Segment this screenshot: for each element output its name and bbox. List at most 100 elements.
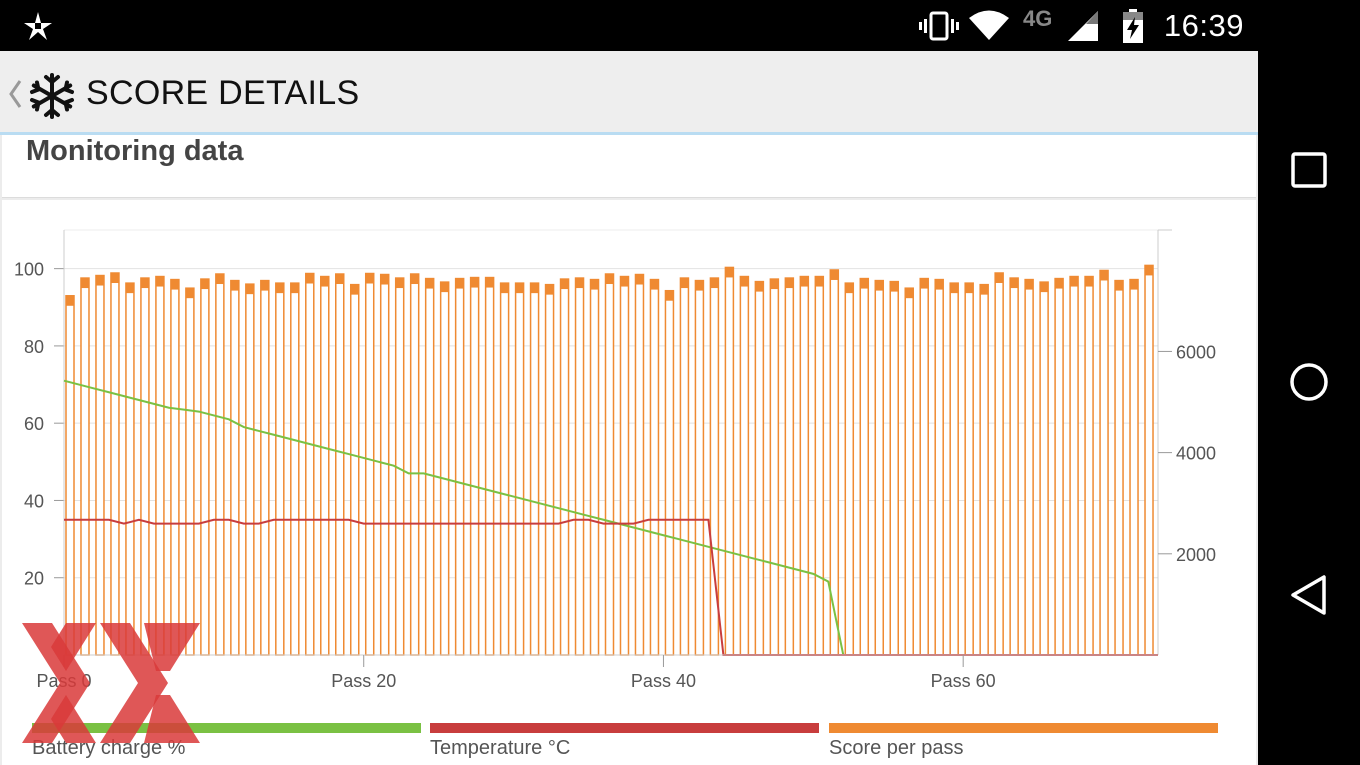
- score-bar-cap: [350, 284, 359, 295]
- score-bar: [320, 275, 330, 656]
- section-title: Monitoring data: [26, 135, 244, 167]
- score-bar: [230, 279, 240, 656]
- score-bar-cap: [965, 283, 974, 294]
- recents-square-icon: [1291, 152, 1327, 188]
- score-bar-cap: [635, 274, 644, 285]
- score-bar-cap: [440, 282, 449, 293]
- back-button[interactable]: [1258, 574, 1360, 616]
- battery-line: [63, 379, 1158, 656]
- score-bar-cap: [170, 279, 179, 290]
- score-bar-cap: [755, 281, 764, 292]
- score-bar: [724, 266, 735, 656]
- score-bar: [140, 277, 150, 656]
- score-bar: [349, 283, 360, 656]
- score-bar-cap: [410, 274, 419, 285]
- score-bar-cap: [485, 277, 494, 288]
- score-bar-cap: [1070, 276, 1079, 287]
- score-bar: [110, 272, 120, 656]
- score-bar-cap: [290, 283, 299, 294]
- score-bar: [574, 277, 585, 656]
- score-bar-cap: [545, 284, 554, 295]
- score-bar: [1009, 277, 1019, 656]
- score-bar: [784, 277, 795, 656]
- score-bar-cap: [470, 277, 479, 288]
- score-bar: [409, 273, 420, 656]
- score-bar: [814, 275, 825, 656]
- score-bar: [544, 283, 555, 656]
- score-bar-cap: [425, 278, 434, 289]
- cell-signal-icon: [1068, 11, 1098, 41]
- status-time: 16:39: [1163, 8, 1244, 43]
- score-bar-cap: [455, 278, 464, 289]
- score-bar-cap: [785, 278, 794, 289]
- score-bar-cap: [95, 275, 104, 286]
- score-bar-cap: [380, 274, 389, 285]
- score-bar-cap: [1010, 278, 1019, 289]
- score-bar: [979, 283, 989, 656]
- score-bar-cap: [365, 273, 374, 284]
- score-bar: [499, 282, 510, 656]
- score-bar-cap: [980, 284, 989, 295]
- score-bar-cap: [590, 279, 599, 290]
- score-bar-cap: [1100, 270, 1109, 281]
- right-axis-tick-label: 2000: [1176, 545, 1216, 565]
- score-bar-cap: [560, 279, 569, 290]
- score-bar-cap: [890, 281, 899, 292]
- score-bar-cap: [710, 278, 719, 289]
- score-bar-cap: [320, 276, 329, 287]
- home-button[interactable]: [1258, 362, 1360, 402]
- score-bar-cap: [770, 279, 779, 290]
- score-bar: [889, 280, 899, 656]
- score-bar-cap: [740, 276, 749, 287]
- score-bar: [994, 272, 1004, 656]
- x-axis-tick-label: Pass 60: [931, 671, 996, 691]
- score-bar: [155, 275, 165, 656]
- app-title: SCORE DETAILS: [86, 74, 360, 112]
- score-bar-cap: [830, 269, 839, 280]
- score-bar: [559, 278, 570, 656]
- score-bar: [769, 278, 780, 656]
- score-bar: [1054, 277, 1064, 656]
- score-bar-cap: [605, 274, 614, 285]
- score-bar-cap: [1130, 279, 1139, 290]
- score-bar: [454, 277, 465, 656]
- score-bar-cap: [110, 273, 119, 284]
- score-bar: [185, 287, 195, 656]
- score-bar: [664, 289, 675, 656]
- score-bar: [874, 279, 885, 656]
- score-bar-cap: [680, 278, 689, 289]
- score-bar-cap: [515, 283, 524, 294]
- score-bar: [739, 275, 750, 656]
- score-bar: [290, 282, 300, 656]
- score-bar-cap: [920, 278, 929, 289]
- wifi-icon: [969, 10, 1009, 40]
- snowflake-logo-icon: [30, 73, 74, 119]
- vibrate-icon: [919, 11, 959, 41]
- recents-button[interactable]: [1258, 152, 1360, 188]
- score-bar-cap: [395, 278, 404, 289]
- score-bar: [424, 277, 435, 656]
- status-bar: 4G 16:39: [0, 0, 1258, 51]
- score-bar-cap: [950, 283, 959, 294]
- score-bar: [859, 277, 870, 656]
- chevron-left-icon[interactable]: [7, 79, 23, 109]
- score-bar-cap: [665, 290, 674, 301]
- score-bar: [65, 295, 75, 656]
- score-bar: [484, 276, 495, 656]
- score-bar: [619, 275, 630, 656]
- score-bar: [260, 279, 270, 656]
- score-bar: [844, 282, 855, 656]
- score-bar-cap: [1085, 276, 1094, 287]
- score-bar: [1129, 278, 1139, 656]
- left-axis-tick-label: 100: [14, 260, 44, 280]
- left-axis-tick-label: 60: [24, 414, 44, 434]
- score-bar-cap: [500, 283, 509, 294]
- score-bar: [80, 277, 90, 656]
- score-bar-cap: [875, 280, 884, 291]
- score-bar-cap: [800, 276, 809, 287]
- score-bar: [200, 278, 210, 656]
- score-bar: [95, 274, 105, 656]
- score-bar: [649, 278, 660, 656]
- score-bar-cap: [575, 278, 584, 289]
- score-bar-cap: [305, 273, 314, 284]
